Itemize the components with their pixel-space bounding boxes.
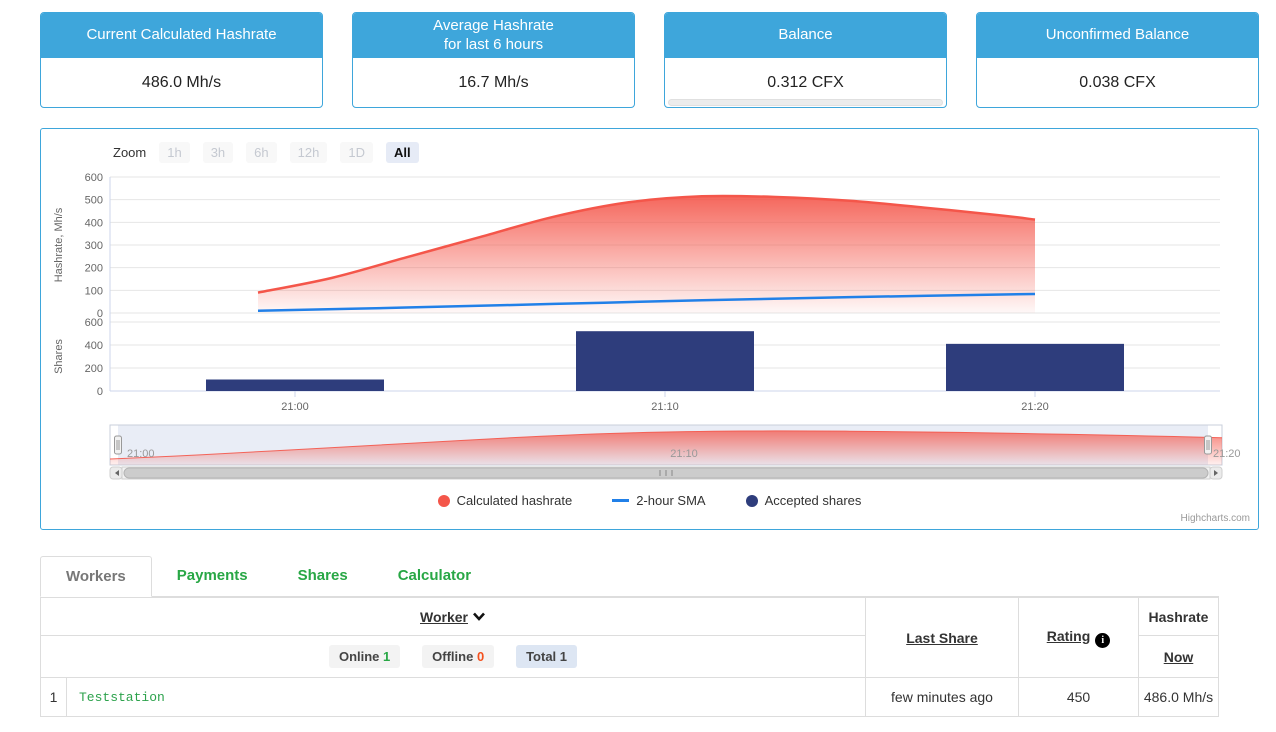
card-title: Unconfirmed Balance xyxy=(977,13,1258,58)
total-filter-badge[interactable]: Total 1 xyxy=(516,645,578,668)
scrollbar-right-arrow[interactable] xyxy=(1209,466,1223,480)
navigator-series-line xyxy=(109,430,1223,460)
total-count: 1 xyxy=(559,649,568,664)
zoom-button-all[interactable]: All xyxy=(385,142,419,163)
shares-axis-title: Shares xyxy=(53,339,65,374)
hashrate-axis-tick-label: 400 xyxy=(85,217,103,229)
x-axis-label: 21:00 xyxy=(281,401,309,413)
workers-table: Worker Last Share Rating i Hashrate Onlin… xyxy=(40,597,1219,717)
hashrate-column-header: Hashrate xyxy=(1138,597,1219,636)
red-dot-icon xyxy=(437,494,450,507)
shares-axis-tick-label: 0 xyxy=(97,386,103,398)
offline-filter-badge[interactable]: Offline 0 xyxy=(422,645,495,668)
navigator-label: 21:20 xyxy=(1213,448,1241,460)
shares-axis-tick-label: 200 xyxy=(85,363,103,375)
workers-section: Workers Payments Shares Calculator Worke… xyxy=(40,556,1219,717)
sma-line[interactable] xyxy=(257,292,1036,312)
x-axis-label: 21:10 xyxy=(651,401,679,413)
blue-line-icon xyxy=(612,499,630,502)
accepted-shares-bar[interactable] xyxy=(946,343,1124,391)
worker-filter-badges: Online 1 Offline 0 Total 1 xyxy=(40,635,866,678)
worker-column-header: Worker xyxy=(40,597,866,636)
zoom-label: Zoom xyxy=(113,145,147,160)
hashrate-axis-title: Hashrate, Mh/s xyxy=(53,207,65,282)
rating-sort-link[interactable]: Rating xyxy=(1046,627,1091,644)
tab-workers[interactable]: Workers xyxy=(40,556,152,597)
zoom-button-1d[interactable]: 1D xyxy=(340,142,373,163)
tab-shares[interactable]: Shares xyxy=(297,567,348,584)
zoom-button-group: Zoom 1h 3h 6h 12h 1D All xyxy=(113,142,419,163)
accepted-shares-bar[interactable] xyxy=(576,331,754,391)
x-axis-label: 21:20 xyxy=(1021,401,1049,413)
navigator-label: 21:00 xyxy=(127,448,155,460)
card-title: Average Hashrate for last 6 hours xyxy=(353,13,634,58)
last-share-value: few minutes ago xyxy=(865,677,1019,717)
info-icon[interactable]: i xyxy=(1095,632,1111,648)
navigator-handle-right[interactable] xyxy=(1204,435,1212,455)
hashrate-axis-tick-label: 500 xyxy=(85,195,103,207)
legend-item-calculated-hashrate[interactable]: Calculated hashrate xyxy=(437,493,572,508)
tab-bar: Workers Payments Shares Calculator xyxy=(40,556,1219,597)
hashrate-chart-panel: Zoom 1h 3h 6h 12h 1D All 0 100 200 300 400 50… xyxy=(40,128,1259,530)
calculated-hashrate-line xyxy=(257,194,1036,294)
shares-axis-tick-label: 400 xyxy=(85,340,103,352)
navigator-series[interactable] xyxy=(110,430,1222,465)
worker-row[interactable]: 1 Teststation few minutes ago 450 486.0 … xyxy=(40,677,1219,717)
shares-axis-tick-label: 600 xyxy=(85,317,103,329)
hashrate-now-value: 486.0 Mh/s xyxy=(1138,677,1219,717)
zoom-button-6h[interactable]: 6h xyxy=(246,142,277,163)
card-average-hashrate: Average Hashrate for last 6 hours 16.7 Mh… xyxy=(352,12,635,108)
worker-sort-link[interactable]: Worker xyxy=(420,608,468,625)
zoom-button-3h[interactable]: 3h xyxy=(202,142,234,163)
tab-payments[interactable]: Payments xyxy=(176,567,248,584)
navy-dot-icon xyxy=(745,494,758,507)
online-count: 1 xyxy=(383,649,391,664)
navigator-handle-left[interactable] xyxy=(114,435,122,455)
navigator-label: 21:10 xyxy=(670,448,698,460)
tab-calculator[interactable]: Calculator xyxy=(397,567,472,584)
worker-name[interactable]: Teststation xyxy=(66,677,866,717)
card-balance: Balance 0.312 CFX xyxy=(664,12,947,108)
offline-count: 0 xyxy=(476,649,485,664)
hashrate-now-subheader: Now xyxy=(1138,635,1219,678)
chart-legend: Calculated hashrate 2-hour SMA Accepted … xyxy=(41,493,1258,508)
calculated-hashrate-area[interactable] xyxy=(258,195,1035,313)
card-value: 0.312 CFX xyxy=(767,74,844,91)
balance-horizontal-scrollbar[interactable] xyxy=(668,99,943,106)
legend-item-sma[interactable]: 2-hour SMA xyxy=(612,493,706,508)
card-value: 0.038 CFX xyxy=(1079,74,1156,91)
scrollbar-left-arrow[interactable] xyxy=(109,466,123,480)
card-unconfirmed-balance: Unconfirmed Balance 0.038 CFX xyxy=(976,12,1259,108)
chevron-down-icon xyxy=(473,612,485,621)
legend-item-accepted-shares[interactable]: Accepted shares xyxy=(745,493,861,508)
card-value: 16.7 Mh/s xyxy=(458,74,529,91)
last-share-column-header: Last Share xyxy=(865,597,1019,678)
zoom-button-1h[interactable]: 1h xyxy=(159,142,190,163)
stat-cards: Current Calculated Hashrate 486.0 Mh/s A… xyxy=(40,12,1259,108)
zoom-button-12h[interactable]: 12h xyxy=(289,142,328,163)
online-filter-badge[interactable]: Online 1 xyxy=(328,645,401,668)
row-index: 1 xyxy=(40,677,67,717)
rating-column-header: Rating i xyxy=(1018,597,1139,678)
card-value: 486.0 Mh/s xyxy=(141,74,222,91)
card-title: Current Calculated Hashrate xyxy=(41,13,322,58)
card-title: Balance xyxy=(665,13,946,58)
hashrate-axis-tick-label: 0 xyxy=(97,308,103,320)
card-current-hashrate: Current Calculated Hashrate 486.0 Mh/s xyxy=(40,12,323,108)
hashrate-axis-tick-label: 100 xyxy=(85,285,103,297)
hashrate-axis-tick-label: 200 xyxy=(85,263,103,275)
highcharts-credit[interactable]: Highcharts.com xyxy=(1180,513,1250,524)
now-sort-link[interactable]: Now xyxy=(1163,648,1194,665)
last-share-sort-link[interactable]: Last Share xyxy=(906,629,978,646)
accepted-shares-bar[interactable] xyxy=(206,379,384,392)
hashrate-axis-tick-label: 300 xyxy=(85,240,103,252)
hashrate-axis-tick-label: 600 xyxy=(85,172,103,184)
rating-value: 450 xyxy=(1018,677,1139,717)
